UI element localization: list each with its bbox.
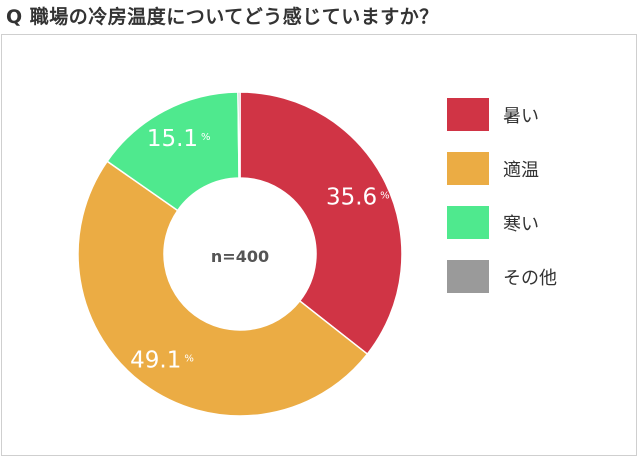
chart-title: Q 職場の冷房温度についてどう感じていますか？ xyxy=(6,6,439,28)
slice-4 xyxy=(237,91,241,179)
slice-value-label: 15.1% xyxy=(147,126,211,152)
slice-label-group: 35.6 % 49.1 % 15.1% xyxy=(130,126,390,373)
chart-frame xyxy=(1,34,637,456)
legend-swatch xyxy=(447,152,489,185)
slice-value-label: 35.6% xyxy=(326,185,390,211)
sample-size-label: n=400 xyxy=(211,247,269,266)
slice-group xyxy=(77,91,403,417)
legend-label: その他 xyxy=(503,267,557,289)
slice-value-label: 49.1% xyxy=(130,347,194,373)
legend-item: 暑い xyxy=(447,96,557,133)
slice-2 xyxy=(77,160,369,417)
slice-1 xyxy=(239,91,403,356)
slice-3 xyxy=(106,91,240,212)
legend: 暑い 適温 寒い その他 xyxy=(447,96,557,312)
legend-swatch xyxy=(447,206,489,239)
legend-item: 適温 xyxy=(447,150,557,187)
legend-label: 適温 xyxy=(503,159,539,181)
legend-item: その他 xyxy=(447,258,557,295)
legend-swatch xyxy=(447,260,489,293)
legend-label: 寒い xyxy=(503,213,539,235)
legend-label: 暑い xyxy=(503,105,539,127)
legend-item: 寒い xyxy=(447,204,557,241)
legend-swatch xyxy=(447,98,489,131)
